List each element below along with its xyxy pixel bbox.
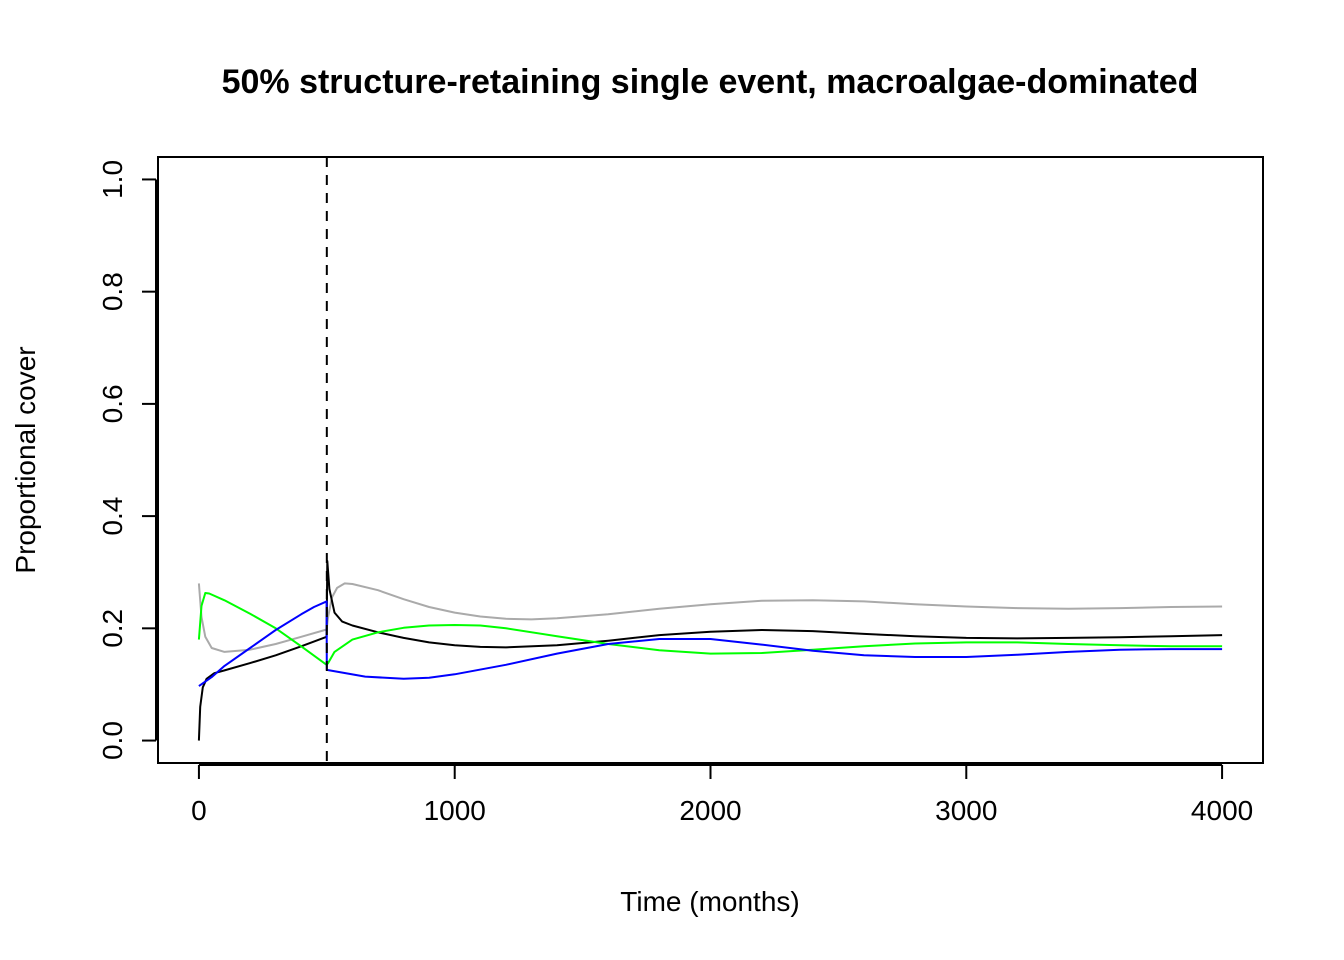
y-tick-label: 0.8 bbox=[97, 272, 128, 311]
y-tick-label: 0.4 bbox=[97, 497, 128, 536]
y-tick-label: 1.0 bbox=[97, 160, 128, 199]
x-tick-label: 2000 bbox=[679, 795, 741, 826]
y-axis: 0.0 0.2 0.4 0.6 0.8 1.0 bbox=[97, 160, 157, 760]
x-tick-label: 1000 bbox=[424, 795, 486, 826]
series-line-4 bbox=[198, 600, 1223, 687]
plot-area bbox=[197, 157, 1223, 763]
y-tick-label: 0.2 bbox=[97, 609, 128, 648]
x-tick-label: 3000 bbox=[935, 795, 997, 826]
x-axis-label: Time (months) bbox=[620, 886, 799, 917]
y-tick-label: 0.6 bbox=[97, 384, 128, 423]
series-line-1 bbox=[197, 582, 1223, 653]
x-tick-label: 0 bbox=[191, 795, 207, 826]
series-line-2 bbox=[197, 560, 1223, 741]
x-axis: 0 1000 2000 3000 4000 bbox=[191, 764, 1253, 826]
plot-frame bbox=[157, 156, 1264, 764]
y-tick-label: 0.0 bbox=[97, 721, 128, 760]
chart-title: 50% structure-retaining single event, ma… bbox=[222, 63, 1199, 101]
y-axis-label: Proportional cover bbox=[10, 346, 41, 573]
x-tick-label: 4000 bbox=[1191, 795, 1253, 826]
series-line-3 bbox=[197, 592, 1223, 666]
